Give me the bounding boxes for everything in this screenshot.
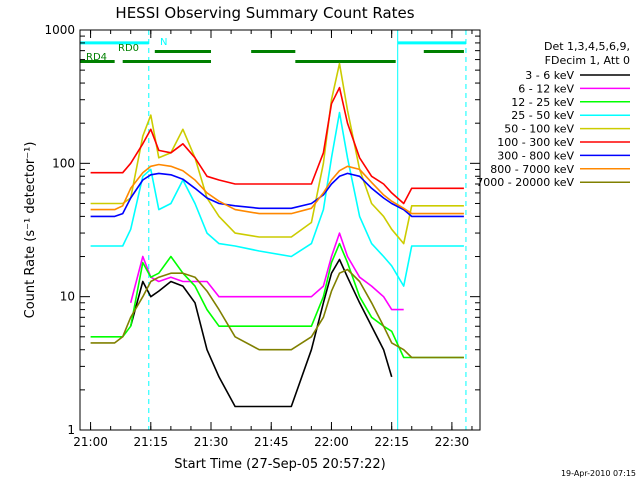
series-line-7: [90, 172, 464, 218]
y-axis-ticks: 1 10 100 1000: [44, 23, 480, 437]
series-line-9: [90, 268, 464, 359]
x-tick-label-1: 21:00: [73, 435, 108, 449]
plot-frame: [79, 29, 481, 431]
legend-label-9: 7000 - 20000 keV: [476, 176, 574, 189]
x-tick-label-7: 22:30: [435, 435, 470, 449]
series-line-5: [90, 62, 464, 245]
legend-label-7: 300 - 800 keV: [497, 149, 574, 162]
series-line-1: [129, 258, 393, 408]
legend: Det 1,3,4,5,6,9, FDecim 1, Att 0 3 - 6 k…: [476, 40, 630, 189]
chart-title: HESSI Observing Summary Count Rates: [115, 4, 414, 22]
y-tick-label-1: 1: [67, 423, 75, 437]
x-tick-label-6: 22:15: [374, 435, 409, 449]
legend-label-8: 800 - 7000 keV: [490, 163, 574, 176]
legend-label-4: 25 - 50 keV: [511, 109, 574, 122]
series-line-4: [90, 111, 464, 287]
y-tick-label-2: 10: [60, 290, 75, 304]
annotation-rd4-label: RD4: [86, 52, 107, 63]
series-line-3: [90, 242, 464, 359]
legend-header-line-2: FDecim 1, Att 0: [545, 54, 630, 67]
y-axis-label: Count Rate (s⁻¹ detector⁻¹): [23, 142, 38, 319]
legend-label-2: 6 - 12 keV: [518, 82, 574, 95]
y-tick-label-3: 100: [52, 156, 75, 170]
legend-label-1: 3 - 6 keV: [525, 69, 574, 82]
annotation-rd0-label: RD0: [118, 43, 139, 54]
legend-label-5: 50 - 100 keV: [504, 123, 574, 136]
annotation-bars: N RD0 RD4: [80, 37, 466, 64]
x-tick-label-5: 22:00: [314, 435, 349, 449]
x-tick-label-3: 21:30: [194, 435, 229, 449]
series-line-8: [90, 163, 464, 215]
x-tick-label-2: 21:15: [133, 435, 168, 449]
y-tick-label-4: 1000: [44, 23, 75, 37]
legend-label-3: 12 - 25 keV: [511, 96, 574, 109]
vertical-markers: [148, 30, 467, 430]
x-axis-ticks: 21:00 21:15 21:30 21:45 22:00 22:15 22:30: [73, 30, 473, 449]
annotation-n-label: N: [160, 37, 167, 48]
series-lines: [90, 62, 464, 408]
x-axis-label: Start Time (27-Sep-05 20:57:22): [174, 457, 385, 472]
footer-timestamp: 19-Apr-2010 07:15: [561, 469, 636, 478]
legend-label-6: 100 - 300 keV: [497, 136, 574, 149]
series-line-2: [129, 232, 404, 311]
x-tick-label-4: 21:45: [254, 435, 289, 449]
legend-header-line-1: Det 1,3,4,5,6,9,: [544, 40, 630, 53]
series-line-6: [90, 86, 464, 205]
